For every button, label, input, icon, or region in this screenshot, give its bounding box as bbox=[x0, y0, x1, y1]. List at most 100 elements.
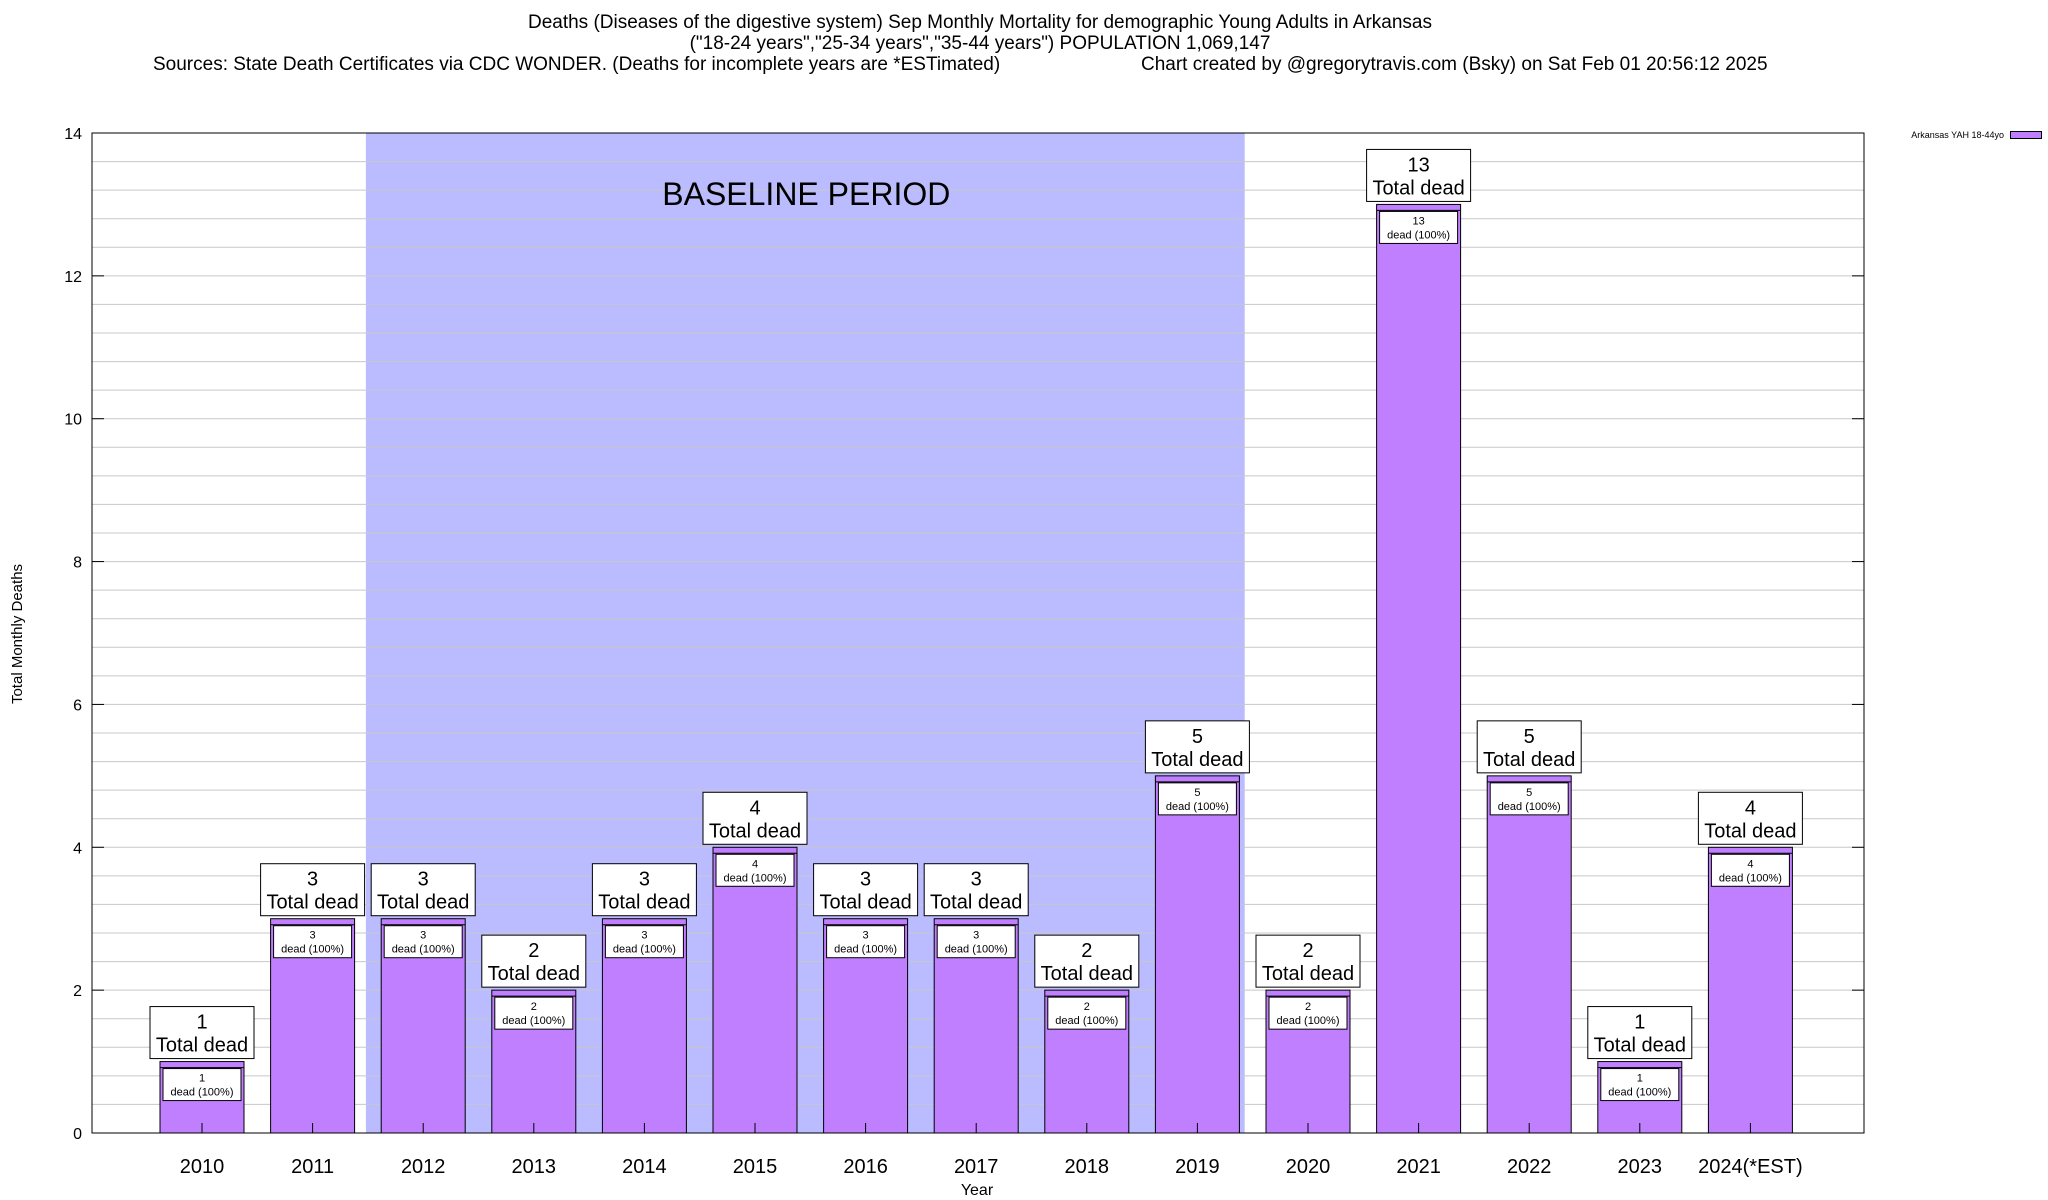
total-label-count: 5 bbox=[1524, 726, 1535, 748]
total-label-count: 1 bbox=[1634, 1012, 1645, 1034]
inner-label-text: dead (100%) bbox=[281, 944, 344, 956]
inner-label-box bbox=[1047, 996, 1127, 1030]
total-label-count: 3 bbox=[639, 869, 650, 891]
chart-credit: Chart created by @gregorytravis.com (Bsk… bbox=[1141, 54, 1768, 75]
x-tick-label: 2011 bbox=[291, 1156, 334, 1178]
inner-label-text: dead (100%) bbox=[1608, 1087, 1671, 1099]
inner-label-count: 3 bbox=[863, 930, 869, 942]
x-tick-label: 2024(*EST) bbox=[1698, 1156, 1803, 1178]
inner-label-box bbox=[494, 996, 574, 1030]
inner-label-count: 2 bbox=[1084, 1001, 1090, 1013]
total-label-text: Total dead bbox=[156, 1035, 248, 1057]
inner-label-count: 13 bbox=[1412, 215, 1424, 227]
total-label-text: Total dead bbox=[709, 820, 801, 842]
x-tick-label: 2022 bbox=[1507, 1156, 1552, 1178]
inner-label-count: 2 bbox=[531, 1001, 537, 1013]
x-tick-label: 2023 bbox=[1618, 1156, 1663, 1178]
total-label-box bbox=[149, 1006, 255, 1060]
y-axis-label: Total Monthly Deaths bbox=[9, 564, 26, 704]
total-label-count: 3 bbox=[971, 869, 982, 891]
x-tick-label: 2018 bbox=[1065, 1156, 1110, 1178]
total-label-count: 4 bbox=[749, 797, 760, 819]
total-label-box bbox=[1697, 791, 1803, 845]
total-label-text: Total dead bbox=[1041, 963, 1133, 985]
total-label-box bbox=[1034, 934, 1140, 988]
inner-label-text: dead (100%) bbox=[613, 944, 676, 956]
total-label-count: 13 bbox=[1407, 154, 1429, 176]
inner-label-count: 3 bbox=[973, 930, 979, 942]
inner-label-text: dead (100%) bbox=[1387, 229, 1450, 241]
inner-label-text: dead (100%) bbox=[1719, 872, 1782, 884]
chart-sources: Sources: State Death Certificates via CD… bbox=[153, 54, 1001, 75]
total-label-count: 3 bbox=[860, 869, 871, 891]
inner-label-text: dead (100%) bbox=[1166, 801, 1229, 813]
total-label-box bbox=[1255, 934, 1361, 988]
total-label-box bbox=[813, 863, 919, 917]
y-tick-label: 12 bbox=[64, 269, 82, 286]
total-label-box bbox=[260, 863, 366, 917]
total-label-box bbox=[1366, 148, 1472, 202]
total-label-box bbox=[923, 863, 1029, 917]
total-label-text: Total dead bbox=[930, 892, 1022, 914]
inner-label-box bbox=[936, 925, 1016, 959]
total-label-text: Total dead bbox=[488, 963, 580, 985]
total-label-box bbox=[481, 934, 587, 988]
total-label-count: 2 bbox=[528, 940, 539, 962]
x-tick-label: 2019 bbox=[1175, 1156, 1220, 1178]
bar bbox=[1707, 846, 1793, 1134]
inner-label-count: 4 bbox=[1747, 858, 1753, 870]
total-label-count: 5 bbox=[1192, 726, 1203, 748]
total-label-box bbox=[1587, 1006, 1693, 1060]
total-label-count: 2 bbox=[1302, 940, 1313, 962]
inner-label-box bbox=[715, 853, 795, 887]
y-tick-label: 2 bbox=[73, 983, 82, 1000]
chart-title: Deaths (Diseases of the digestive system… bbox=[527, 12, 1432, 33]
inner-label-text: dead (100%) bbox=[834, 944, 897, 956]
inner-label-box bbox=[1268, 996, 1348, 1030]
total-label-text: Total dead bbox=[1151, 749, 1243, 771]
x-tick-label: 2020 bbox=[1286, 1156, 1331, 1178]
bar bbox=[1486, 775, 1572, 1134]
total-label-text: Total dead bbox=[598, 892, 690, 914]
x-tick-label: 2015 bbox=[733, 1156, 778, 1178]
total-label-box bbox=[1476, 720, 1582, 774]
bar bbox=[712, 846, 798, 1134]
total-label-count: 3 bbox=[307, 869, 318, 891]
chart-legend: Arkansas YAH 18-44yo bbox=[1911, 130, 2042, 140]
inner-label-box bbox=[1157, 782, 1237, 816]
x-tick-label: 2021 bbox=[1396, 1156, 1441, 1178]
inner-label-text: dead (100%) bbox=[1055, 1015, 1118, 1027]
total-label-count: 3 bbox=[418, 869, 429, 891]
inner-label-box bbox=[1489, 782, 1569, 816]
x-tick-label: 2016 bbox=[843, 1156, 888, 1178]
total-label-text: Total dead bbox=[1594, 1035, 1686, 1057]
x-tick-label: 2013 bbox=[512, 1156, 557, 1178]
inner-label-text: dead (100%) bbox=[945, 944, 1008, 956]
inner-label-box bbox=[162, 1068, 242, 1102]
y-tick-label: 10 bbox=[64, 412, 82, 429]
inner-label-text: dead (100%) bbox=[171, 1087, 234, 1099]
inner-label-box bbox=[826, 925, 906, 959]
inner-label-text: dead (100%) bbox=[502, 1015, 565, 1027]
y-tick-label: 14 bbox=[64, 126, 82, 143]
bar bbox=[1376, 203, 1462, 1134]
x-tick-label: 2012 bbox=[401, 1156, 446, 1178]
inner-label-text: dead (100%) bbox=[392, 944, 455, 956]
total-label-box bbox=[702, 791, 808, 845]
total-label-text: Total dead bbox=[1483, 749, 1575, 771]
inner-label-count: 1 bbox=[1637, 1073, 1643, 1085]
inner-label-count: 5 bbox=[1526, 787, 1532, 799]
inner-label-text: dead (100%) bbox=[724, 872, 787, 884]
total-label-text: Total dead bbox=[1262, 963, 1354, 985]
inner-label-box bbox=[604, 925, 684, 959]
total-label-count: 2 bbox=[1081, 940, 1092, 962]
inner-label-box bbox=[1379, 210, 1459, 244]
total-label-text: Total dead bbox=[266, 892, 358, 914]
total-label-text: Total dead bbox=[377, 892, 469, 914]
total-label-count: 1 bbox=[196, 1012, 207, 1034]
chart-title-block: Deaths (Diseases of the digestive system… bbox=[0, 12, 1960, 54]
total-label-box bbox=[370, 863, 476, 917]
inner-label-box bbox=[383, 925, 463, 959]
inner-label-count: 1 bbox=[199, 1073, 205, 1085]
baseline-label: BASELINE PERIOD bbox=[662, 176, 950, 212]
